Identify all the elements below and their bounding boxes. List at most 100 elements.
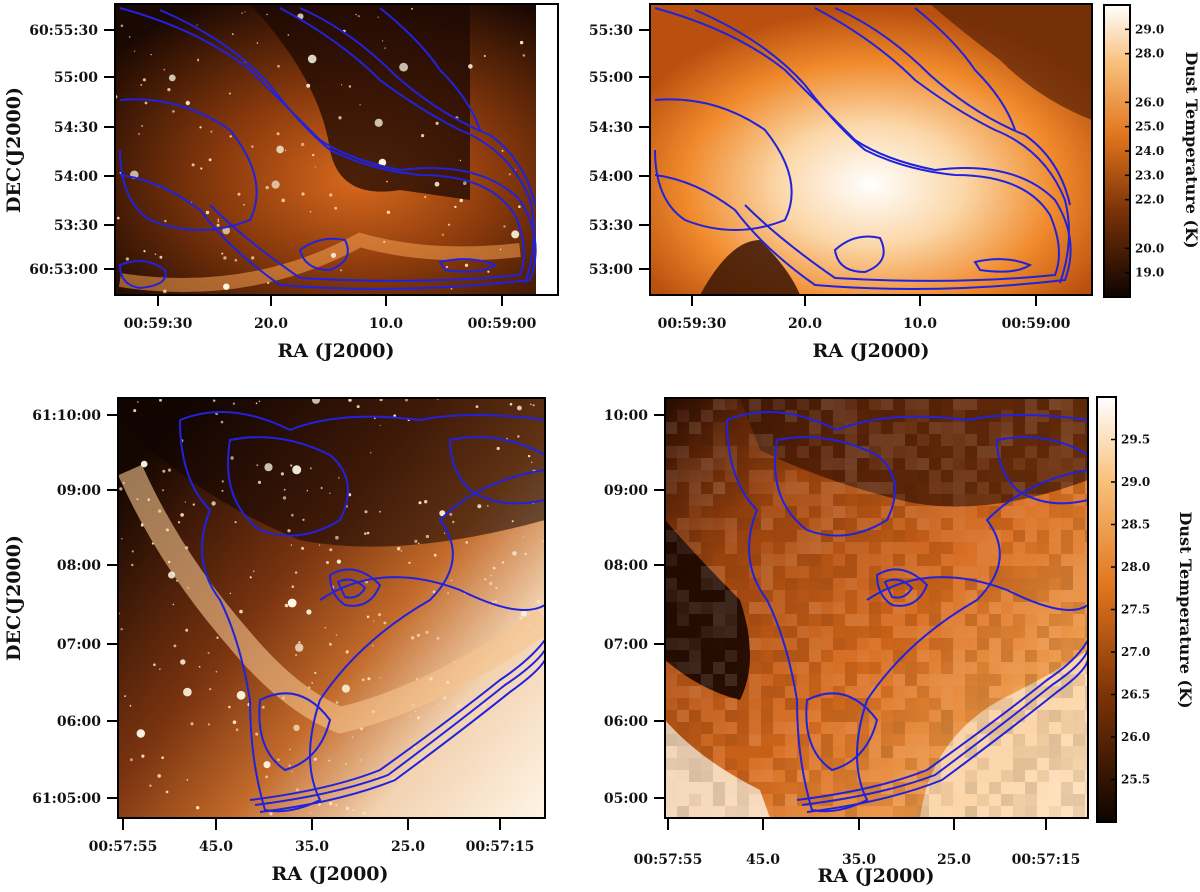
map-pixel xyxy=(749,506,761,518)
map-pixel xyxy=(833,470,845,482)
map-pixel xyxy=(1073,590,1085,602)
map-pixel xyxy=(761,770,773,782)
map-pixel xyxy=(857,518,869,530)
map-pixel xyxy=(785,482,797,494)
map-pixel xyxy=(689,542,701,554)
star xyxy=(441,233,444,236)
star xyxy=(192,503,195,506)
star xyxy=(300,142,305,147)
star xyxy=(163,289,167,294)
map-pixel xyxy=(869,458,881,470)
map-pixel xyxy=(1037,482,1049,494)
map-pixel xyxy=(989,470,1001,482)
map-pixel xyxy=(797,554,809,566)
star xyxy=(120,24,124,28)
map-pixel xyxy=(917,650,929,662)
map-pixel xyxy=(677,662,689,674)
star xyxy=(318,803,321,806)
map-pixel xyxy=(1085,458,1088,470)
map-pixel xyxy=(1025,638,1037,650)
star xyxy=(287,34,290,36)
map-pixel xyxy=(1001,422,1013,434)
map-pixel xyxy=(953,686,965,698)
map-pixel xyxy=(797,398,809,410)
map-pixel xyxy=(1085,626,1088,638)
star xyxy=(328,759,331,762)
map-pixel xyxy=(857,494,869,506)
star xyxy=(439,510,446,517)
map-pixel xyxy=(1061,602,1073,614)
star xyxy=(483,55,486,57)
map-pixel xyxy=(1085,770,1088,782)
map-pixel xyxy=(845,458,857,470)
map-pixel xyxy=(905,698,917,710)
map-pixel xyxy=(1001,782,1013,794)
map-pixel xyxy=(1085,806,1088,818)
map-pixel xyxy=(857,674,869,686)
map-pixel xyxy=(725,506,737,518)
map-pixel xyxy=(845,602,857,614)
map-pixel xyxy=(677,410,689,422)
star xyxy=(509,402,513,406)
map-pixel xyxy=(701,518,713,530)
star xyxy=(117,216,120,220)
colorbar-tick-label: 22.0 xyxy=(1135,193,1164,207)
map-pixel xyxy=(737,566,749,578)
map-pixel xyxy=(929,458,941,470)
map-pixel xyxy=(701,542,713,554)
map-pixel xyxy=(929,578,941,590)
map-pixel xyxy=(797,470,809,482)
star xyxy=(443,696,447,700)
map-pixel xyxy=(1013,422,1025,434)
map-pixel xyxy=(737,710,749,722)
map-pixel xyxy=(665,482,677,494)
map-pixel xyxy=(917,794,929,806)
map-pixel xyxy=(845,686,857,698)
map-pixel xyxy=(869,662,881,674)
map-pixel xyxy=(833,542,845,554)
blank-strip-top-left xyxy=(536,4,558,295)
map-pixel xyxy=(749,734,761,746)
map-pixel xyxy=(785,794,797,806)
star xyxy=(445,265,448,269)
map-pixel xyxy=(881,614,893,626)
map-pixel xyxy=(809,398,821,410)
star xyxy=(185,628,189,632)
star xyxy=(222,226,230,235)
map-pixel xyxy=(1073,638,1085,650)
star xyxy=(312,153,315,157)
star xyxy=(421,761,424,765)
star xyxy=(128,36,131,38)
map-pixel xyxy=(857,434,869,446)
ytick-label: 55:00 xyxy=(54,70,98,86)
star xyxy=(418,501,422,505)
warm-lower-left xyxy=(665,720,770,818)
xtick-label: 10.0 xyxy=(369,316,403,332)
map-pixel xyxy=(893,554,905,566)
star xyxy=(372,710,375,713)
star xyxy=(484,578,487,581)
map-pixel xyxy=(737,698,749,710)
map-pixel xyxy=(1037,494,1049,506)
map-pixel xyxy=(689,506,701,518)
star xyxy=(539,701,542,704)
map-pixel xyxy=(1061,518,1073,530)
star xyxy=(311,682,314,684)
star xyxy=(199,126,202,129)
map-pixel xyxy=(869,482,881,494)
map-pixel xyxy=(749,746,761,758)
map-pixel xyxy=(1085,566,1088,578)
cold-band-bottom-right xyxy=(665,520,750,700)
star xyxy=(141,754,145,758)
map-pixel xyxy=(941,410,953,422)
map-pixel xyxy=(773,758,785,770)
map-pixel xyxy=(1049,518,1061,530)
panel-top-left: 00:59:30 20.0 10.0 00:59:00 60:55:30 55:… xyxy=(3,3,559,362)
map-pixel xyxy=(845,482,857,494)
map-pixel xyxy=(869,746,881,758)
map-pixel xyxy=(881,770,893,782)
star xyxy=(424,196,427,198)
star xyxy=(221,252,224,255)
map-pixel xyxy=(989,758,1001,770)
map-pixel xyxy=(929,794,941,806)
